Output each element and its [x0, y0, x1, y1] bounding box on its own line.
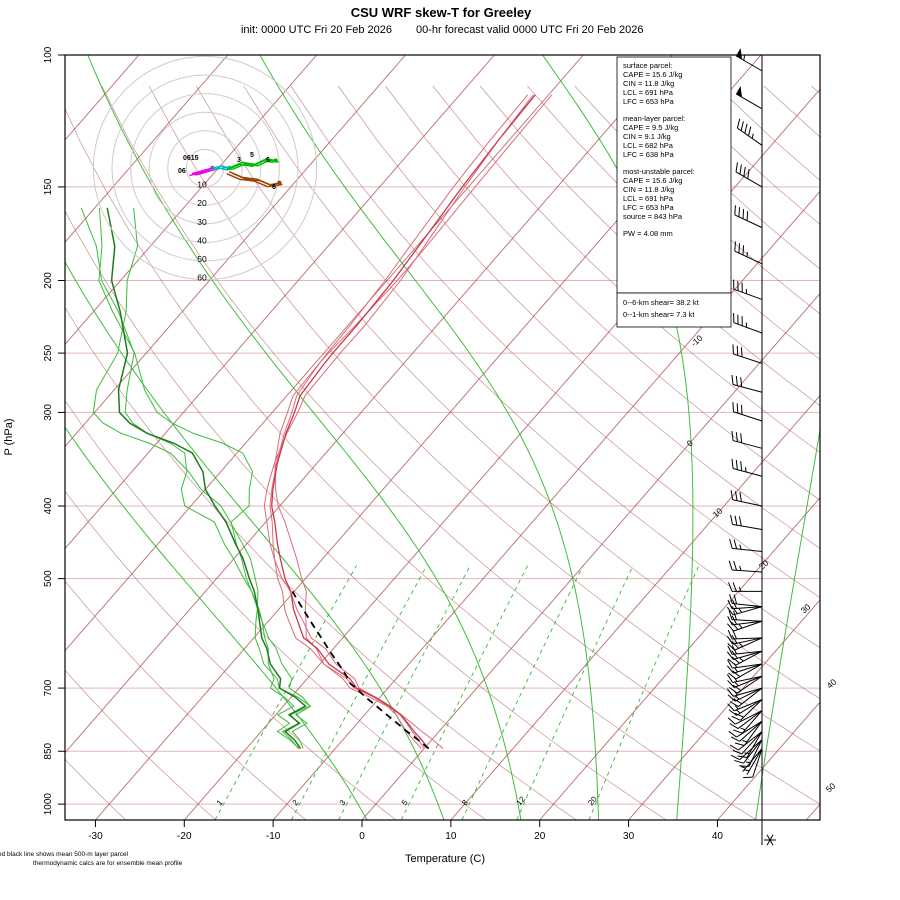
hodograph-inset: 10 20 30 40 50 60 0615 06 3 5 6 6 — [92, 55, 318, 283]
svg-text:40: 40 — [825, 677, 839, 691]
svg-text:30: 30 — [799, 602, 813, 616]
svg-text:LCL = 682 hPa: LCL = 682 hPa — [623, 141, 674, 150]
svg-text:60: 60 — [197, 273, 207, 283]
svg-text:0615: 0615 — [183, 155, 199, 162]
svg-text:20: 20 — [757, 558, 771, 572]
svg-text:20: 20 — [197, 198, 207, 208]
svg-text:30: 30 — [197, 217, 207, 227]
svg-text:LFC = 653 hPa: LFC = 653 hPa — [623, 203, 674, 212]
svg-text:300: 300 — [43, 404, 54, 421]
svg-text:30: 30 — [623, 831, 635, 842]
svg-text:850: 850 — [43, 742, 54, 759]
x-axis-label: Temperature (C) — [405, 853, 485, 865]
mixing-ratio-labels: 1 2 3 5 8 12 20 — [215, 794, 599, 807]
svg-text:40: 40 — [197, 235, 207, 245]
svg-text:1000: 1000 — [43, 793, 54, 816]
svg-text:most-unstable parcel:: most-unstable parcel: — [623, 167, 695, 176]
svg-text:0--1-km shear= 7.3 kt: 0--1-km shear= 7.3 kt — [623, 310, 695, 319]
svg-text:surface parcel:: surface parcel: — [623, 61, 672, 70]
svg-text:2: 2 — [291, 798, 301, 808]
svg-text:50: 50 — [824, 781, 838, 795]
sounding-profiles — [80, 94, 553, 750]
init-time-label: init: 0000 UTC Fri 20 Feb 2026 — [241, 24, 392, 36]
svg-text:6: 6 — [266, 157, 270, 164]
svg-text:8: 8 — [460, 798, 470, 808]
svg-text:06: 06 — [178, 168, 186, 175]
svg-text:700: 700 — [43, 679, 54, 696]
svg-text:10: 10 — [197, 180, 207, 190]
svg-text:40: 40 — [712, 831, 724, 842]
svg-text:PW = 4.08 mm: PW = 4.08 mm — [623, 229, 673, 238]
svg-text:-20: -20 — [177, 831, 192, 842]
svg-text:LCL = 691 hPa: LCL = 691 hPa — [623, 88, 674, 97]
svg-text:0: 0 — [359, 831, 365, 842]
footnote-parcel-line: ed black line shows mean 500-m layer par… — [0, 851, 129, 858]
svg-text:-10: -10 — [689, 333, 705, 349]
y-axis-label: P (hPa) — [3, 418, 15, 455]
svg-text:400: 400 — [43, 497, 54, 514]
svg-text:mean-layer parcel:: mean-layer parcel: — [623, 114, 685, 123]
svg-text:CAPE = 15.6 J/kg: CAPE = 15.6 J/kg — [623, 176, 682, 185]
wind-barb-column — [726, 48, 776, 846]
svg-text:6: 6 — [272, 184, 276, 191]
svg-text:CAPE = 15.6 J/kg: CAPE = 15.6 J/kg — [623, 70, 682, 79]
svg-text:CIN = 11.8 J/kg: CIN = 11.8 J/kg — [623, 185, 674, 194]
skewt-background-lines — [65, 55, 820, 820]
svg-text:LFC = 653 hPa: LFC = 653 hPa — [623, 97, 674, 106]
svg-text:0--6-km shear= 38.2 kt: 0--6-km shear= 38.2 kt — [623, 298, 700, 307]
svg-text:CIN = 9.1 J/kg: CIN = 9.1 J/kg — [623, 132, 671, 141]
svg-text:10: 10 — [445, 831, 457, 842]
svg-text:150: 150 — [43, 178, 54, 195]
page-title: CSU WRF skew-T for Greeley — [351, 5, 532, 20]
svg-text:500: 500 — [43, 570, 54, 587]
svg-text:3: 3 — [338, 798, 348, 808]
svg-text:0: 0 — [685, 438, 695, 449]
svg-text:100: 100 — [43, 46, 54, 63]
svg-text:LFC = 638 hPa: LFC = 638 hPa — [623, 150, 674, 159]
svg-text:source = 843 hPa: source = 843 hPa — [623, 212, 683, 221]
svg-text:1: 1 — [215, 798, 225, 808]
svg-text:50: 50 — [197, 254, 207, 264]
svg-text:20: 20 — [534, 831, 546, 842]
svg-text:200: 200 — [43, 272, 54, 289]
svg-text:-30: -30 — [88, 831, 103, 842]
valid-time-label: 00-hr forecast valid 0000 UTC Fri 20 Feb… — [416, 24, 643, 36]
svg-text:3: 3 — [237, 157, 241, 164]
svg-text:CIN = 11.8 J/kg: CIN = 11.8 J/kg — [623, 79, 674, 88]
svg-text:5: 5 — [400, 798, 410, 808]
svg-text:CAPE = 9.5 J/kg: CAPE = 9.5 J/kg — [623, 123, 678, 132]
svg-text:250: 250 — [43, 344, 54, 361]
footnote-thermo-calcs: thermodynamic calcs are for ensemble mea… — [33, 860, 183, 867]
svg-text:LCL = 691 hPa: LCL = 691 hPa — [623, 194, 674, 203]
svg-text:5: 5 — [250, 152, 254, 159]
svg-text:-10: -10 — [266, 831, 281, 842]
